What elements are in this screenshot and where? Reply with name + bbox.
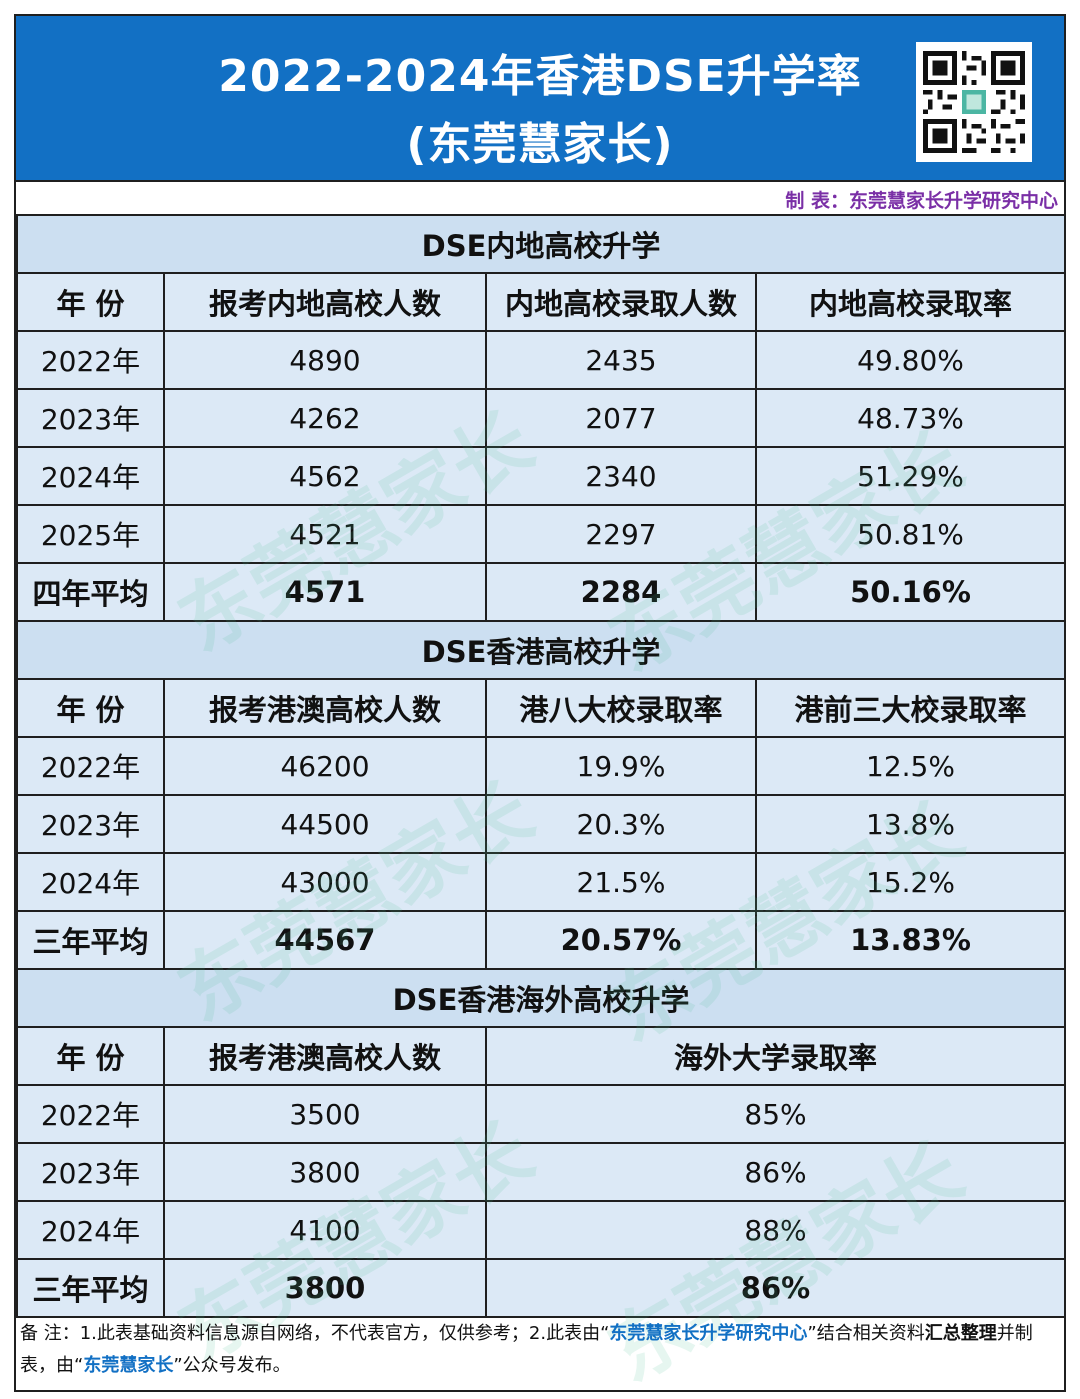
table-cell: 2022年 bbox=[16, 1084, 165, 1144]
average-cell: 13.83% bbox=[754, 910, 1067, 970]
table-cell: 51.29% bbox=[754, 446, 1067, 506]
table-row: 2022年 46200 19.9% 12.5% bbox=[16, 736, 1067, 796]
column-header: 报考港澳高校人数 bbox=[163, 678, 487, 738]
section-title: DSE香港高校升学 bbox=[15, 620, 1067, 680]
table-cell: 2297 bbox=[485, 504, 757, 564]
average-cell: 50.16% bbox=[754, 562, 1067, 622]
table-cell: 2023年 bbox=[16, 388, 165, 448]
table-cell: 3500 bbox=[163, 1084, 487, 1144]
table-cell: 3800 bbox=[163, 1142, 487, 1202]
table-row: 2024年 43000 21.5% 15.2% bbox=[16, 852, 1067, 912]
footnote-text: ”公众号发布。 bbox=[173, 1355, 291, 1376]
footnote-highlight: 东莞慧家长升学研究中心 bbox=[609, 1323, 808, 1344]
footnote-text: 并制表，由“ bbox=[20, 1323, 1033, 1376]
table-cell: 20.3% bbox=[485, 794, 757, 854]
table-row: 2024年 4100 88% bbox=[16, 1200, 1066, 1260]
maker-credit: 制 表：东莞慧家长升学研究中心 bbox=[785, 190, 1058, 212]
table-cell: 2025年 bbox=[16, 504, 165, 564]
table-cell: 46200 bbox=[163, 736, 487, 796]
average-row: 三年平均 3800 86% bbox=[16, 1258, 1066, 1318]
table-row: 2025年 4521 2297 50.81% bbox=[16, 504, 1067, 564]
page-title: 2022-2024年香港DSE升学率 bbox=[218, 51, 862, 102]
table-cell: 2023年 bbox=[16, 794, 165, 854]
average-cell: 4571 bbox=[163, 562, 487, 622]
column-header: 内地高校录取率 bbox=[754, 272, 1067, 332]
table-cell: 44500 bbox=[163, 794, 487, 854]
table-row: 2022年 4890 2435 49.80% bbox=[16, 330, 1067, 390]
table-cell: 85% bbox=[485, 1084, 1066, 1144]
table-cell: 2022年 bbox=[16, 330, 165, 390]
column-header: 年 份 bbox=[16, 678, 165, 738]
footnote-text: ”结合相关资料 bbox=[807, 1323, 925, 1344]
table-cell: 4562 bbox=[163, 446, 487, 506]
section-title: DSE内地高校升学 bbox=[15, 214, 1067, 274]
table-row: 2023年 3800 86% bbox=[16, 1142, 1066, 1202]
table-cell: 2024年 bbox=[16, 446, 165, 506]
average-cell: 86% bbox=[485, 1258, 1066, 1318]
table-cell: 49.80% bbox=[754, 330, 1067, 390]
tables-container: DSE内地高校升学 年 份 报考内地高校人数 内地高校录取人数 内地高校录取率 … bbox=[15, 214, 1067, 1318]
hongkong-table: DSE香港高校升学 年 份 报考港澳高校人数 港八大校录取率 港前三大校录取率 … bbox=[15, 620, 1067, 970]
infographic-frame: 2022-2024年香港DSE升学率 (东莞慧家长) bbox=[14, 14, 1067, 1399]
table-cell: 4100 bbox=[163, 1200, 487, 1260]
table-cell: 12.5% bbox=[754, 736, 1067, 796]
average-cell: 3800 bbox=[163, 1258, 487, 1318]
table-row: 2023年 4262 2077 48.73% bbox=[16, 388, 1067, 448]
header-banner: 2022-2024年香港DSE升学率 (东莞慧家长) bbox=[16, 16, 1064, 182]
footnote: 备 注：1.此表基础资料信息源自网络，不代表官方，仅供参考；2.此表由“东莞慧家… bbox=[20, 1318, 1060, 1382]
table-cell: 2077 bbox=[485, 388, 757, 448]
table-cell: 4890 bbox=[163, 330, 487, 390]
footnote-highlight: 东莞慧家长 bbox=[83, 1355, 174, 1376]
table-cell: 2435 bbox=[485, 330, 757, 390]
page-subtitle: (东莞慧家长) bbox=[406, 119, 674, 170]
table-cell: 19.9% bbox=[485, 736, 757, 796]
table-cell: 2340 bbox=[485, 446, 757, 506]
table-cell: 48.73% bbox=[754, 388, 1067, 448]
average-cell: 2284 bbox=[485, 562, 757, 622]
table-row: 2023年 44500 20.3% 13.8% bbox=[16, 794, 1067, 854]
table-cell: 13.8% bbox=[754, 794, 1067, 854]
column-header: 港八大校录取率 bbox=[485, 678, 757, 738]
average-label: 三年平均 bbox=[16, 1258, 165, 1318]
column-header: 年 份 bbox=[16, 272, 165, 332]
table-cell: 2024年 bbox=[16, 852, 165, 912]
column-header: 海外大学录取率 bbox=[485, 1026, 1066, 1086]
table-cell: 43000 bbox=[163, 852, 487, 912]
column-header: 年 份 bbox=[16, 1026, 165, 1086]
mainland-table: DSE内地高校升学 年 份 报考内地高校人数 内地高校录取人数 内地高校录取率 … bbox=[15, 214, 1067, 622]
footnote-text: 备 注：1.此表基础资料信息源自网络，不代表官方，仅供参考；2.此表由“ bbox=[20, 1323, 610, 1344]
column-header: 内地高校录取人数 bbox=[485, 272, 757, 332]
column-header: 港前三大校录取率 bbox=[754, 678, 1067, 738]
table-cell: 86% bbox=[485, 1142, 1066, 1202]
table-row: 2022年 3500 85% bbox=[16, 1084, 1066, 1144]
table-cell: 50.81% bbox=[754, 504, 1067, 564]
table-cell: 2023年 bbox=[16, 1142, 165, 1202]
table-cell: 15.2% bbox=[754, 852, 1067, 912]
qr-code-icon bbox=[916, 42, 1032, 162]
table-cell: 2022年 bbox=[16, 736, 165, 796]
table-cell: 4262 bbox=[163, 388, 487, 448]
average-cell: 20.57% bbox=[485, 910, 757, 970]
average-row: 三年平均 44567 20.57% 13.83% bbox=[16, 910, 1067, 970]
section-title: DSE香港海外高校升学 bbox=[16, 968, 1066, 1028]
average-cell: 44567 bbox=[163, 910, 487, 970]
table-cell: 88% bbox=[485, 1200, 1066, 1260]
column-header: 报考内地高校人数 bbox=[163, 272, 487, 332]
table-cell: 4521 bbox=[163, 504, 487, 564]
table-row: 2024年 4562 2340 51.29% bbox=[16, 446, 1067, 506]
overseas-table: DSE香港海外高校升学 年 份 报考港澳高校人数 海外大学录取率 2022年 3… bbox=[16, 968, 1066, 1318]
column-header: 报考港澳高校人数 bbox=[163, 1026, 487, 1086]
table-cell: 2024年 bbox=[16, 1200, 165, 1260]
average-label: 三年平均 bbox=[16, 910, 165, 970]
average-row: 四年平均 4571 2284 50.16% bbox=[16, 562, 1067, 622]
average-label: 四年平均 bbox=[16, 562, 165, 622]
footnote-bold: 汇总整理 bbox=[924, 1323, 997, 1344]
table-cell: 21.5% bbox=[485, 852, 757, 912]
